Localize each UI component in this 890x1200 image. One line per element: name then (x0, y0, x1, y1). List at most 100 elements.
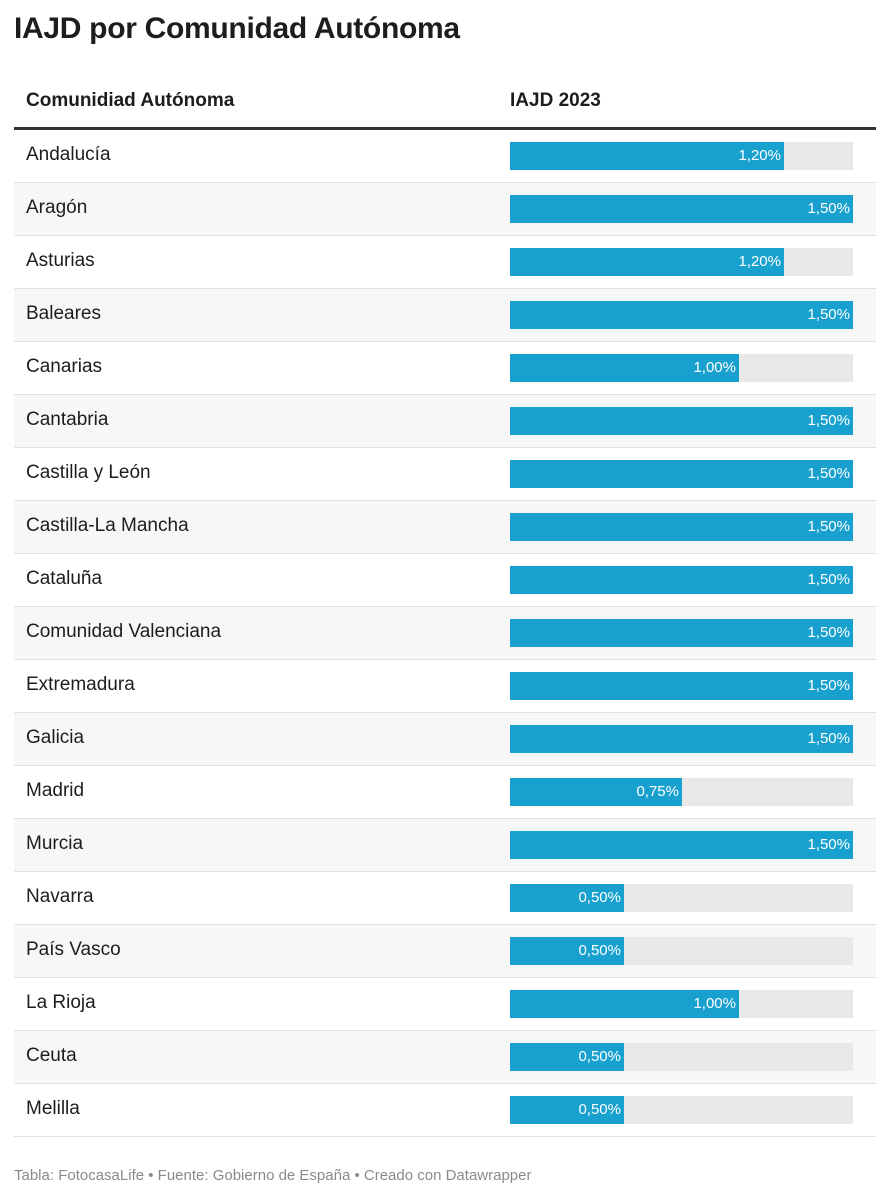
table-row: Comunidad Valenciana 1,50% (14, 607, 876, 660)
header-divider (14, 127, 876, 130)
bar-value-label: 0,50% (578, 889, 621, 906)
region-label: Baleares (26, 303, 101, 324)
bar-track: 1,20% (510, 248, 853, 276)
region-label: Asturias (26, 250, 95, 271)
value-bar (510, 619, 853, 647)
table-row: Baleares 1,50% (14, 289, 876, 342)
table-row: Murcia 1,50% (14, 819, 876, 872)
bar-value-label: 1,50% (807, 200, 850, 217)
value-bar (510, 248, 784, 276)
table-row: Cantabria 1,50% (14, 395, 876, 448)
region-label: País Vasco (26, 939, 121, 960)
region-label: Andalucía (26, 144, 111, 165)
bar-value-label: 0,50% (578, 1101, 621, 1118)
bar-value-label: 1,50% (807, 412, 850, 429)
bar-value-label: 1,20% (738, 147, 781, 164)
bar-value-label: 0,50% (578, 942, 621, 959)
value-bar (510, 407, 853, 435)
value-bar (510, 142, 784, 170)
table-row: Aragón 1,50% (14, 183, 876, 236)
bar-track: 0,50% (510, 1043, 853, 1071)
table-row: Asturias 1,20% (14, 236, 876, 289)
bar-value-label: 1,50% (807, 571, 850, 588)
value-bar (510, 884, 624, 912)
region-label: Murcia (26, 833, 84, 854)
value-bar (510, 990, 739, 1018)
chart-title: IAJD por Comunidad Autónoma (14, 12, 460, 45)
bar-track: 1,00% (510, 990, 853, 1018)
bar-track: 0,50% (510, 884, 853, 912)
region-label: Castilla-La Mancha (26, 515, 189, 536)
region-label: Castilla y León (26, 462, 151, 483)
region-label: Navarra (26, 886, 94, 907)
region-label: Extremadura (26, 674, 135, 695)
bar-value-label: 1,50% (807, 624, 850, 641)
bar-value-label: 1,50% (807, 730, 850, 747)
table-row: Castilla y León 1,50% (14, 448, 876, 501)
bar-value-label: 1,50% (807, 677, 850, 694)
bar-value-label: 1,50% (807, 306, 850, 323)
region-label: La Rioja (26, 992, 96, 1013)
table-row: Madrid 0,75% (14, 766, 876, 819)
bar-value-label: 1,00% (693, 359, 736, 376)
bar-track: 0,75% (510, 778, 853, 806)
region-label: Cantabria (26, 409, 109, 430)
column-header-region[interactable]: Comunidiad Autónoma (26, 90, 235, 111)
value-bar (510, 301, 853, 329)
bar-track: 0,50% (510, 1096, 853, 1124)
source-footer: Tabla: FotocasaLife • Fuente: Gobierno d… (14, 1167, 532, 1184)
value-bar (510, 831, 853, 859)
bar-value-label: 1,50% (807, 518, 850, 535)
region-label: Cataluña (26, 568, 103, 589)
region-label: Ceuta (26, 1045, 77, 1066)
table-row: Canarias 1,00% (14, 342, 876, 395)
column-header-value[interactable]: IAJD 2023 (510, 90, 601, 111)
region-label: Galicia (26, 727, 85, 748)
region-label: Canarias (26, 356, 103, 377)
bar-track: 1,50% (510, 566, 853, 594)
bar-track: 0,50% (510, 937, 853, 965)
value-bar (510, 937, 624, 965)
value-bar (510, 1043, 624, 1071)
value-bar (510, 195, 853, 223)
value-bar (510, 513, 853, 541)
bar-track: 1,50% (510, 301, 853, 329)
bar-value-label: 1,50% (807, 465, 850, 482)
region-label: Aragón (26, 197, 88, 218)
bar-track: 1,50% (510, 619, 853, 647)
value-bar (510, 460, 853, 488)
bar-value-label: 1,50% (807, 836, 850, 853)
bar-track: 1,50% (510, 460, 853, 488)
bar-value-label: 0,75% (636, 783, 679, 800)
table-row: Ceuta 0,50% (14, 1031, 876, 1084)
bar-value-label: 1,20% (738, 253, 781, 270)
bar-track: 1,50% (510, 513, 853, 541)
table-row: Cataluña 1,50% (14, 554, 876, 607)
table-row: Melilla 0,50% (14, 1084, 876, 1137)
region-label: Comunidad Valenciana (26, 621, 222, 642)
value-bar (510, 354, 739, 382)
value-bar (510, 1096, 624, 1124)
region-label: Melilla (26, 1098, 80, 1119)
table-row: País Vasco 0,50% (14, 925, 876, 978)
value-bar (510, 566, 853, 594)
bar-value-label: 0,50% (578, 1048, 621, 1065)
table-row: Andalucía 1,20% (14, 130, 876, 183)
table-row: Galicia 1,50% (14, 713, 876, 766)
bar-track: 1,50% (510, 407, 853, 435)
bar-track: 1,00% (510, 354, 853, 382)
table-row: Castilla-La Mancha 1,50% (14, 501, 876, 554)
bar-track: 1,20% (510, 142, 853, 170)
bar-value-label: 1,00% (693, 995, 736, 1012)
value-bar (510, 725, 853, 753)
table-row: Extremadura 1,50% (14, 660, 876, 713)
region-label: Madrid (26, 780, 85, 801)
value-bar (510, 672, 853, 700)
value-bar (510, 778, 682, 806)
bar-track: 1,50% (510, 672, 853, 700)
table-row: Navarra 0,50% (14, 872, 876, 925)
table-row: La Rioja 1,00% (14, 978, 876, 1031)
table-body: Andalucía 1,20% Aragón 1,50% Asturias 1,20% Ba… (14, 130, 876, 1137)
bar-track: 1,50% (510, 831, 853, 859)
bar-track: 1,50% (510, 725, 853, 753)
